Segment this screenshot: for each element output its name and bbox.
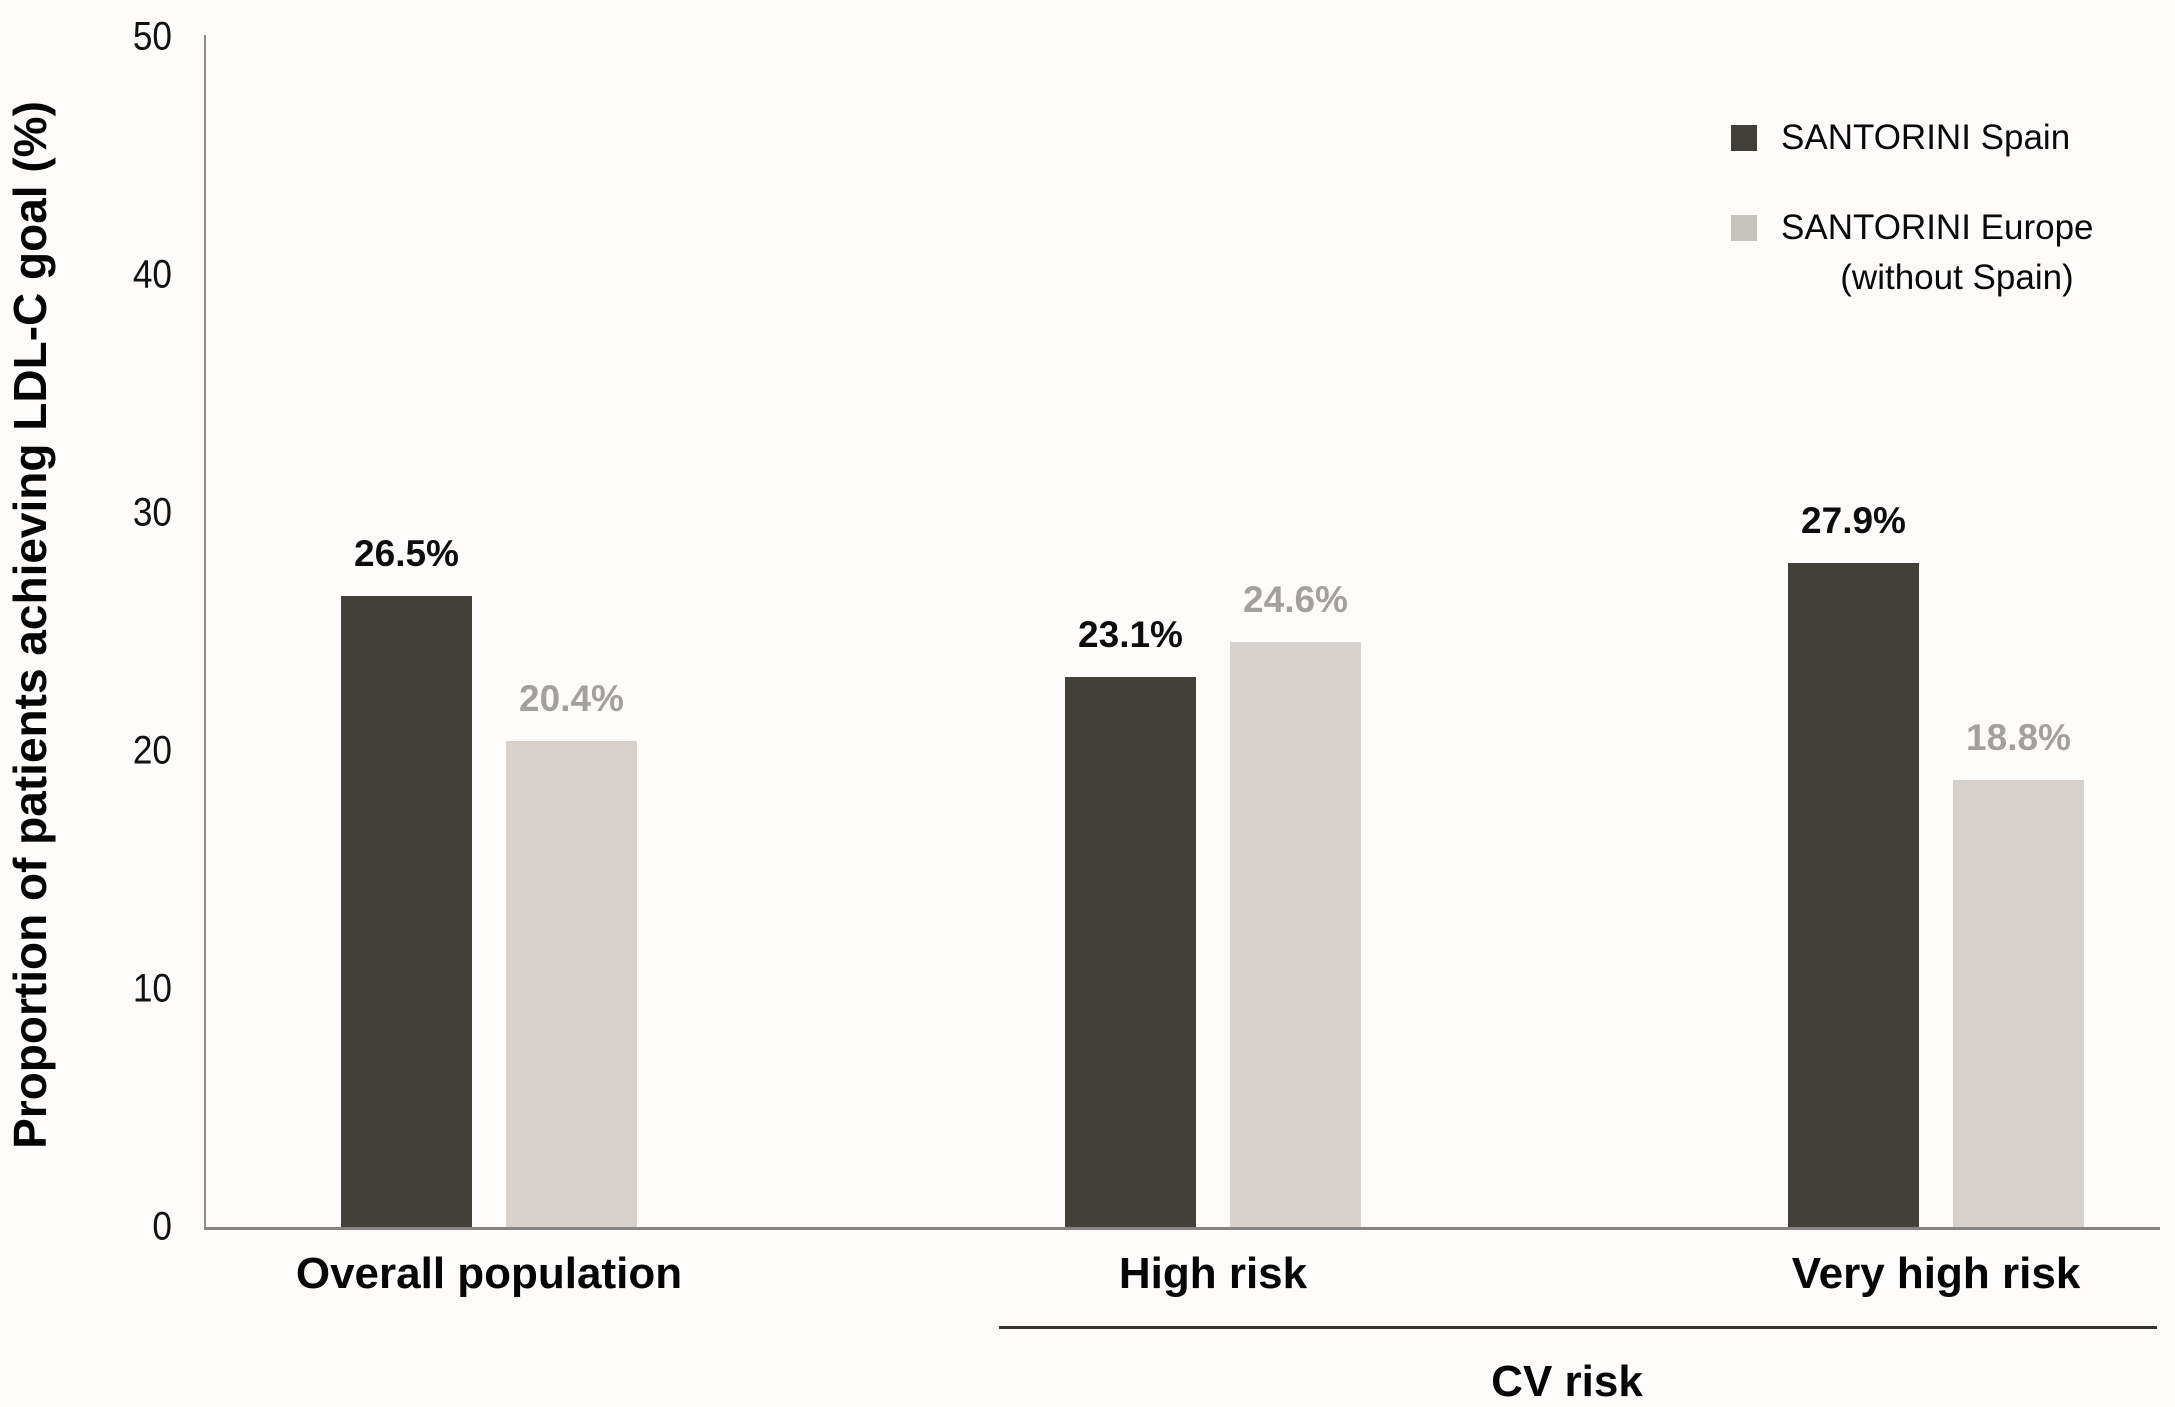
- y-tick-label-0: 0: [152, 1204, 172, 1249]
- category-label-3: Very high risk: [1791, 1249, 2081, 1298]
- bar-value-label-spain-2: 23.1%: [1078, 614, 1183, 656]
- legend-swatch-spain: [1731, 125, 1757, 151]
- y-tick-label-10: 10: [132, 966, 172, 1011]
- legend-swatch-europe: [1731, 215, 1757, 241]
- bar-value-label-spain-3: 27.9%: [1801, 499, 1906, 541]
- bar-value-label-europe-1: 20.4%: [519, 678, 624, 720]
- cv-risk-axis-label: CV risk: [1491, 1357, 1643, 1406]
- bar-europe-2: [1230, 641, 1361, 1227]
- y-tick-label-20: 20: [132, 728, 172, 773]
- bar-value-label-europe-3: 18.8%: [1966, 716, 2071, 758]
- bar-europe-3: [1953, 779, 2084, 1227]
- cv-risk-bracket-line: [999, 1326, 2157, 1329]
- x-axis-baseline: [204, 1227, 2160, 1230]
- category-label-2: High risk: [1118, 1249, 1308, 1298]
- bar-spain-2: [1065, 677, 1196, 1227]
- bar-value-label-spain-1: 26.5%: [354, 533, 459, 575]
- bar-spain-1: [341, 596, 472, 1227]
- legend-label-europe: SANTORINI Europe (without Spain): [1781, 208, 2094, 297]
- y-axis-line: [204, 35, 206, 1229]
- legend-label-spain: SANTORINI Spain: [1781, 118, 2071, 157]
- y-tick-label-40: 40: [132, 252, 172, 297]
- y-tick-label-30: 30: [132, 490, 172, 535]
- category-label-1: Overall population: [295, 1249, 683, 1298]
- bar-europe-1: [506, 741, 637, 1227]
- bar-spain-3: [1788, 562, 1919, 1227]
- y-tick-label-50: 50: [132, 14, 172, 59]
- bar-value-label-europe-2: 24.6%: [1243, 578, 1348, 620]
